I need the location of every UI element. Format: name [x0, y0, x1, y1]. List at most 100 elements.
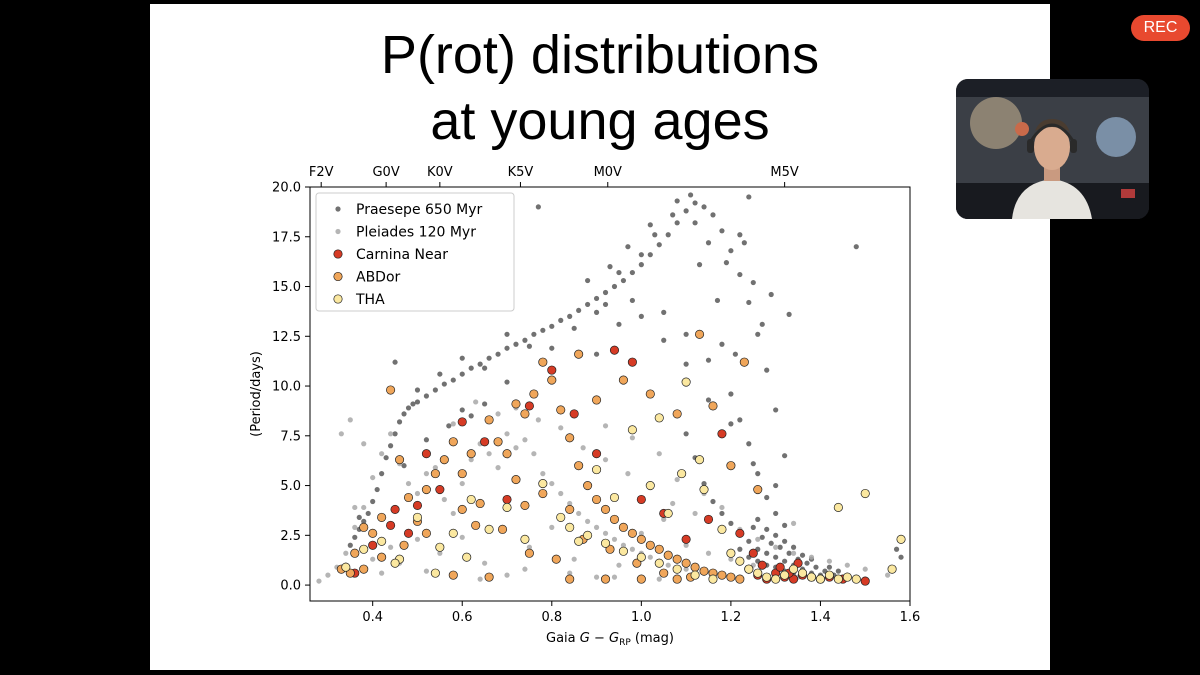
data-point [359, 522, 369, 532]
data-point [636, 574, 646, 584]
data-point [692, 200, 698, 206]
data-point [755, 471, 761, 477]
data-point [773, 510, 779, 517]
data-point [665, 562, 671, 568]
data-point [526, 343, 533, 349]
data-point [773, 407, 779, 413]
data-point [735, 528, 745, 538]
data-point [755, 536, 761, 542]
data-point [654, 558, 664, 568]
data-point [403, 528, 414, 538]
data-point [504, 331, 510, 337]
data-point [602, 457, 609, 463]
x-axis-label-part: − [590, 631, 609, 646]
data-point [638, 252, 644, 258]
data-point [457, 417, 467, 427]
data-point [593, 524, 600, 530]
data-point [764, 526, 770, 532]
x-axis-label-part: G [580, 631, 590, 646]
data-point [681, 534, 691, 544]
data-point [674, 476, 680, 483]
data-point [377, 536, 387, 546]
data-point [806, 572, 817, 582]
data-point [701, 480, 707, 487]
y-tick-label: 10.0 [272, 380, 301, 395]
x-tick-label: 0.8 [541, 610, 562, 625]
data-point [435, 484, 445, 495]
data-point [790, 520, 797, 526]
data-point [504, 431, 510, 437]
data-point [762, 572, 772, 582]
data-point [645, 540, 655, 550]
y-tick-label: 15.0 [272, 280, 301, 295]
webcam-scene [956, 79, 1149, 219]
data-point [423, 471, 430, 477]
data-point [520, 409, 530, 419]
data-point [421, 484, 431, 495]
data-point [618, 375, 628, 385]
data-point [580, 445, 586, 451]
data-point [719, 504, 725, 511]
scatter-chart: 0.4 0.6 0.8 1.0 1.2 1.4 1.6 0.0 2.5 5.0 7.5 10.0 12.… [249, 165, 920, 648]
x-axis-label-part: G [609, 631, 619, 646]
data-point [690, 570, 700, 580]
data-point [627, 357, 637, 367]
data-point [343, 550, 349, 556]
data-point [699, 566, 709, 576]
data-point [701, 204, 707, 210]
webcam-video-thumbnail[interactable] [956, 79, 1149, 219]
data-point [352, 534, 358, 540]
data-point [663, 550, 673, 560]
data-point [338, 431, 344, 437]
data-point [627, 528, 637, 538]
data-point [468, 457, 474, 463]
data-point [571, 556, 577, 562]
data-point [450, 421, 456, 427]
data-point [370, 498, 376, 505]
top-axis-label: M5V [770, 165, 798, 180]
data-point [607, 264, 613, 270]
data-point [898, 554, 904, 560]
data-point [764, 494, 770, 501]
data-point [370, 474, 376, 481]
data-point [759, 321, 765, 327]
x-tick-label: 0.6 [452, 610, 473, 625]
data-point [448, 570, 458, 580]
data-point [477, 361, 483, 367]
data-point [782, 558, 788, 564]
data-point [726, 461, 736, 471]
data-point [549, 345, 555, 351]
recording-badge[interactable]: REC [1131, 15, 1190, 41]
data-point [611, 536, 618, 542]
data-point [681, 558, 691, 568]
data-point [495, 351, 501, 357]
data-point [896, 534, 906, 544]
data-point [609, 492, 620, 503]
data-point [405, 405, 412, 411]
legend-marker [333, 271, 343, 282]
data-point [377, 552, 387, 562]
data-point [790, 544, 797, 550]
data-point [468, 413, 474, 419]
data-point [690, 562, 700, 572]
data-point [593, 309, 600, 315]
data-point [538, 488, 548, 499]
data-point [808, 554, 815, 560]
data-point [377, 512, 387, 522]
data-point [535, 417, 541, 423]
data-point [636, 494, 646, 505]
data-point [790, 550, 797, 556]
data-point [437, 550, 443, 556]
data-point [728, 520, 734, 526]
data-point [549, 323, 555, 329]
data-point [593, 351, 600, 357]
data-point [502, 449, 512, 459]
data-point [526, 544, 533, 550]
legend: Praesepe 650 Myr Pleiades 120 Myr Carnina … [315, 192, 515, 312]
webcam-headset-earpiece-right [1070, 139, 1077, 153]
data-point [432, 465, 438, 471]
data-point [714, 297, 721, 304]
data-point [405, 480, 412, 487]
data-point [459, 407, 465, 413]
data-point [759, 534, 765, 540]
